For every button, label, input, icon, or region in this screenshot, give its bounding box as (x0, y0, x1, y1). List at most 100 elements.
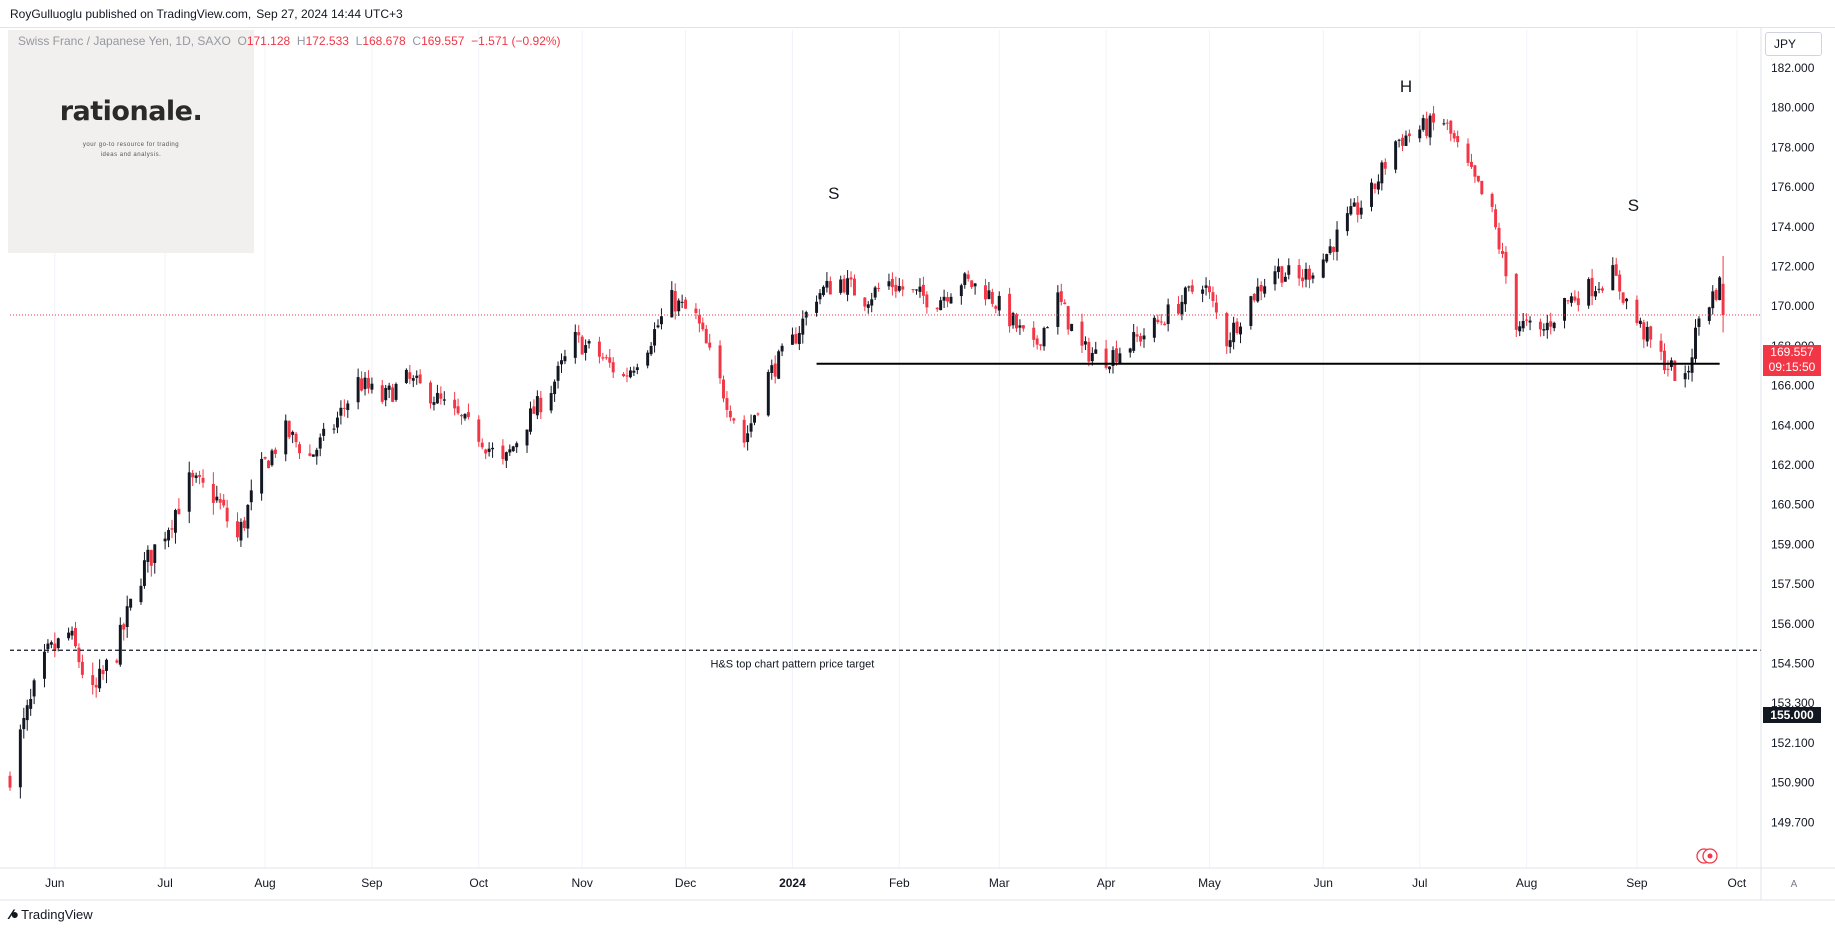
symbol-description[interactable]: Swiss Franc / Japanese Yen, 1D, SAXO (18, 34, 231, 48)
candle-body (1204, 285, 1208, 288)
candle-body (394, 383, 398, 400)
candle-body (1249, 296, 1253, 326)
candle-body (80, 661, 84, 675)
record-icon[interactable] (1692, 846, 1722, 866)
candle-body (725, 398, 729, 410)
candle-body (1235, 321, 1239, 333)
candle-body (129, 598, 133, 608)
price-axis[interactable]: 182.000 180.000 178.000 176.000 174.000 172.0… (1760, 28, 1815, 900)
candle-body (1063, 302, 1067, 305)
candle-body (1718, 277, 1722, 301)
candle-body (384, 387, 388, 401)
candle-body (1373, 183, 1377, 189)
candle-body (1214, 302, 1218, 313)
high-label: H (296, 34, 306, 48)
candle-body (1287, 265, 1291, 275)
candle-body (1111, 350, 1115, 366)
candle-body (1187, 286, 1191, 288)
candle-body (1166, 304, 1170, 324)
candle-body (1404, 135, 1408, 146)
candle-body (1480, 180, 1484, 195)
candle-body (1456, 136, 1460, 143)
candle-body (294, 433, 298, 443)
candle-body (236, 521, 239, 538)
candle-body (1621, 292, 1625, 303)
candle-body (1614, 264, 1618, 276)
time-tick-label: Aug (1516, 876, 1537, 890)
candle-body (1473, 165, 1477, 177)
candle-body (1118, 353, 1122, 364)
auto-scale-button[interactable]: A (1790, 879, 1798, 890)
logo-title: rationale. (59, 96, 203, 127)
candle-body (380, 385, 384, 402)
candle-body (970, 280, 974, 288)
candle-body (98, 668, 102, 689)
candle-body (1152, 317, 1156, 338)
candle-body (215, 496, 219, 501)
candle-body (466, 412, 470, 418)
candle-body (653, 329, 657, 346)
candle-body (1642, 322, 1646, 340)
candle-body (1180, 301, 1184, 315)
candle-body (1694, 327, 1697, 359)
candle-body (646, 352, 650, 366)
candle-body (1008, 293, 1012, 327)
candle-body (1432, 113, 1436, 123)
candle-body (821, 286, 825, 296)
candle-body (432, 402, 436, 405)
time-tick-label: Aug (254, 876, 275, 890)
candle-body (777, 351, 781, 379)
candle-body (794, 334, 798, 344)
candle-body (1335, 229, 1339, 252)
candle-body (1518, 326, 1522, 332)
candle-body (1494, 209, 1498, 228)
candle-body (556, 365, 560, 381)
time-tick-label: Nov (572, 876, 593, 890)
candle-body (56, 638, 60, 649)
candle-body (360, 378, 364, 391)
candle-body (1046, 327, 1049, 329)
candle-body (656, 325, 660, 328)
candle-body (608, 357, 612, 363)
candle-body (70, 630, 74, 636)
candle-body (463, 413, 467, 419)
candle-body (584, 345, 588, 353)
candle-body (911, 289, 915, 291)
candle-body (1283, 276, 1287, 282)
candle-body (983, 285, 987, 300)
ohlc-legend: Swiss Franc / Japanese Yen, 1D, SAXO O17… (18, 34, 561, 48)
candle-body (577, 332, 581, 336)
candle-body (766, 372, 770, 416)
candle-body (1673, 360, 1677, 381)
candle-body (515, 443, 519, 448)
target-price-tag: 155.000 (1763, 707, 1821, 723)
candle-body (342, 407, 346, 409)
candle-body (973, 283, 977, 287)
candle-body (1321, 259, 1325, 278)
currency-unit-button[interactable]: JPY (1765, 32, 1822, 56)
candle-body (1569, 296, 1573, 303)
candle-body (525, 429, 529, 446)
candle-body (1163, 323, 1167, 326)
time-axis[interactable]: Jun Jul Aug Sep Oct Nov Dec 2024 Feb Mar Apr May Jun… (0, 867, 1835, 901)
candle-body (1707, 307, 1711, 321)
candle-body (491, 447, 495, 450)
candle-body (708, 342, 712, 348)
candle-body (877, 287, 881, 289)
candle-body (966, 274, 970, 279)
candle-body (1177, 303, 1180, 314)
candle-body (1311, 275, 1315, 279)
time-tick-label: Jul (157, 876, 172, 890)
candle-body (1156, 319, 1160, 323)
candle-body (1225, 313, 1229, 347)
candle-body (53, 643, 57, 651)
candle-body (1442, 123, 1446, 125)
candle-body (91, 675, 95, 686)
candle-body (587, 341, 591, 344)
tradingview-name: TradingView (21, 906, 93, 922)
candle-body (25, 705, 29, 721)
candle-body (504, 452, 508, 461)
candle-body (949, 296, 953, 304)
candle-body (249, 490, 253, 503)
